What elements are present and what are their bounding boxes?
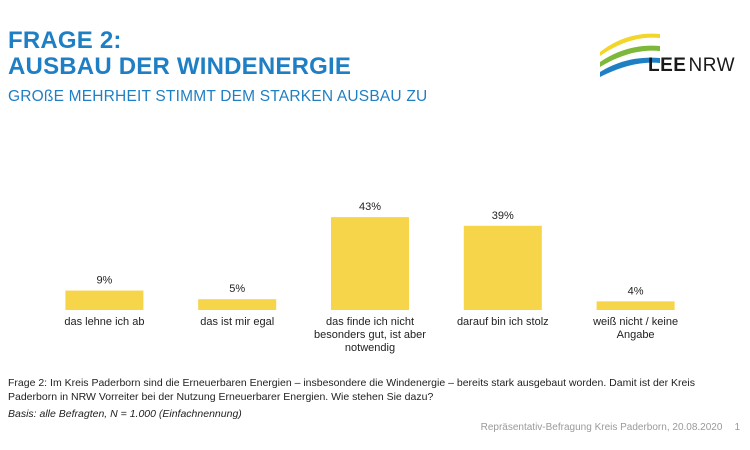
category-label: darauf bin ich stolz <box>457 316 549 328</box>
data-label: 5% <box>229 283 245 295</box>
data-label: 39% <box>492 210 514 222</box>
logo-swoosh-green <box>600 45 660 67</box>
bar <box>596 301 675 310</box>
data-label: 4% <box>628 285 644 297</box>
footer: Repräsentativ-Befragung Kreis Paderborn,… <box>481 422 740 433</box>
logo-text: LEE NRW <box>648 55 735 77</box>
bar <box>331 217 409 310</box>
data-label: 43% <box>359 201 381 213</box>
basis-note: Basis: alle Befragten, N = 1.000 (Einfac… <box>8 408 242 420</box>
page-title: FRAGE 2: AUSBAU DER WINDENERGIE <box>8 28 351 80</box>
category-label: das lehne ich ab <box>64 316 144 328</box>
page-subtitle: GROßE MEHRHEIT STIMMT DEM STARKEN AUSBAU… <box>8 88 428 105</box>
category-label: das finde ich nicht besonders gut, ist ab… <box>314 316 426 354</box>
category-label: das ist mir egal <box>200 316 274 328</box>
bar <box>198 299 277 310</box>
data-label: 9% <box>96 275 112 287</box>
bar-chart: 9% das lehne ich ab 5% das ist mir egal 43% d… <box>64 201 678 354</box>
bar <box>463 225 542 310</box>
category-label: weiß nicht / keine Angabe <box>592 316 678 341</box>
logo-text-nrw: NRW <box>688 55 736 76</box>
lee-nrw-logo-icon <box>600 33 660 77</box>
bar <box>65 290 144 310</box>
logo-swoosh-blue <box>600 57 660 77</box>
title-line-2: AUSBAU DER WINDENERGIE <box>8 53 352 80</box>
logo-swoosh-yellow <box>600 33 660 56</box>
page-number: 1 <box>734 422 740 433</box>
title-line-1: FRAGE 2: <box>8 27 122 54</box>
logo-text-lee: LEE <box>648 55 687 76</box>
question-text: Frage 2: Im Kreis Paderborn sind die Ern… <box>8 377 695 403</box>
footer-source: Repräsentativ-Befragung Kreis Paderborn,… <box>480 422 723 433</box>
